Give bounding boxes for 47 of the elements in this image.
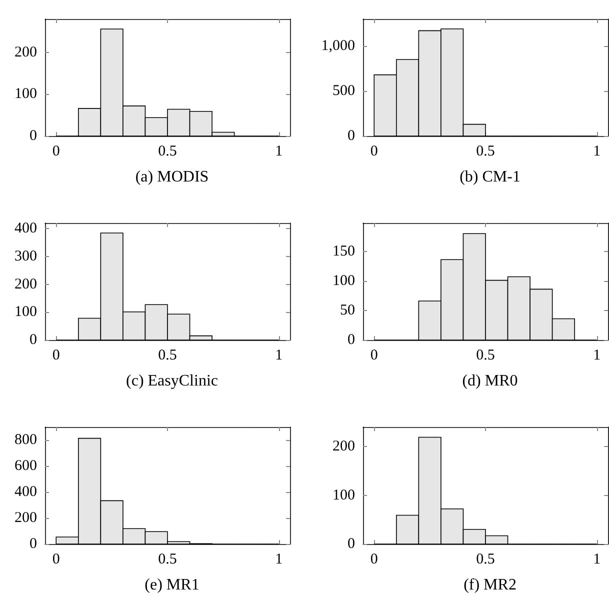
y-tick-label: 50 xyxy=(340,302,355,318)
y-tick-label: 400 xyxy=(14,484,37,500)
y-tick-label: 300 xyxy=(14,248,37,264)
y-tick-label: 200 xyxy=(14,44,37,60)
y-tick-label: 0 xyxy=(348,128,355,144)
y-tick-label: 500 xyxy=(332,83,355,99)
text: (b) CM-1 xyxy=(460,168,520,186)
y-tick-label: 0 xyxy=(30,536,37,552)
text: (d) MR0 xyxy=(462,372,518,390)
x-tick-label: 0.5 xyxy=(158,348,177,364)
x-tick-label: 0.5 xyxy=(476,144,495,160)
y-tick-label: 100 xyxy=(332,487,355,504)
x-tick-label: 1 xyxy=(275,348,283,364)
y-tick-label: 600 xyxy=(14,458,37,474)
x-tick-label: 0 xyxy=(370,144,378,160)
text: (c) EasyClinic xyxy=(126,372,218,390)
y-tick-label: 100 xyxy=(14,304,37,320)
y-tick-label: 0 xyxy=(30,332,37,348)
text: (a) MODIS xyxy=(135,168,209,186)
x-tick-label: 0 xyxy=(52,552,60,568)
y-tick-label: 100 xyxy=(14,86,37,102)
x-tick-label: 0.5 xyxy=(476,348,495,364)
y-tick-label: 400 xyxy=(14,220,37,237)
x-tick-label: 1 xyxy=(593,348,601,364)
text: (f) MR2 xyxy=(464,576,516,594)
y-tick-label: 200 xyxy=(14,276,37,292)
x-tick-label: 0 xyxy=(370,348,378,364)
y-tick-label: 200 xyxy=(14,510,37,526)
text: (e) MR1 xyxy=(144,576,200,594)
x-tick-label: 0.5 xyxy=(158,552,177,568)
x-tick-label: 1 xyxy=(275,144,283,160)
y-tick-label: 800 xyxy=(14,432,37,448)
y-tick-label: 150 xyxy=(332,243,355,260)
y-tick-label: 1,000 xyxy=(321,38,355,54)
x-tick-label: 1 xyxy=(275,552,283,568)
x-tick-label: 0 xyxy=(52,348,60,364)
x-tick-label: 0.5 xyxy=(476,552,495,568)
y-tick-label: 0 xyxy=(348,332,355,348)
x-tick-label: 0.5 xyxy=(158,144,177,160)
y-tick-label: 0 xyxy=(348,536,355,552)
x-tick-label: 0 xyxy=(52,144,60,160)
x-tick-label: 1 xyxy=(593,552,601,568)
y-tick-label: 0 xyxy=(30,128,37,144)
y-tick-label: 200 xyxy=(332,438,355,454)
x-tick-label: 1 xyxy=(593,144,601,160)
x-tick-label: 0 xyxy=(370,552,378,568)
y-tick-label: 100 xyxy=(332,272,355,289)
